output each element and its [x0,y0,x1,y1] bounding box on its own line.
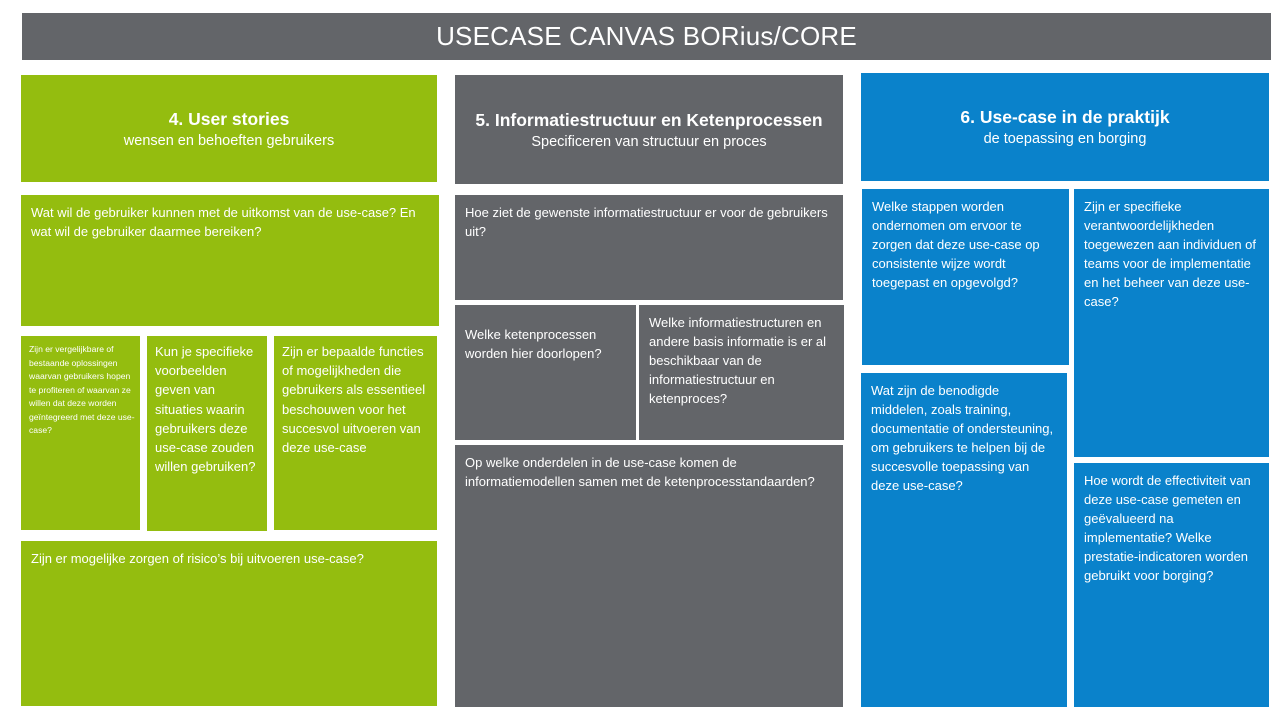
question-model-components-text: Op welke onderdelen in de use-case komen… [465,455,815,489]
question-available-information: Welke informatiestructuren en andere bas… [638,304,845,441]
question-chain-processes: Welke ketenprocessen worden hier doorlop… [454,304,637,441]
practice-header: 6. Use-case in de praktijk de toepassing… [860,72,1270,182]
question-effectiveness-text: Hoe wordt de effectiviteit van deze use-… [1084,473,1251,583]
question-effectiveness: Hoe wordt de effectiviteit van deze use-… [1073,462,1270,708]
question-user-outcome-text: Wat wil de gebruiker kunnen met de uitko… [31,205,416,239]
user-stories-header: 4. User stories wensen en behoeften gebr… [20,74,438,183]
question-available-information-text: Welke informatiestructuren en andere bas… [649,315,827,406]
question-essential-functions-text: Zijn er bepaalde functies of mogelijkhed… [282,344,426,456]
canvas-title: USECASE CANVAS BORius/CORE [21,12,1272,61]
question-required-resources-text: Wat zijn de benodigde middelen, zoals tr… [871,383,1054,493]
question-model-components: Op welke onderdelen in de use-case komen… [454,444,844,708]
user-stories-subtitle: wensen en behoeften gebruikers [123,132,335,149]
question-risks: Zijn er mogelijke zorgen of risico’s bij… [20,540,438,707]
question-chain-processes-text: Welke ketenprocessen worden hier doorlop… [465,327,602,361]
question-required-resources: Wat zijn de benodigde middelen, zoals tr… [860,372,1068,708]
question-consistent-steps-text: Welke stappen worden ondernomen om ervoo… [872,199,1040,290]
question-comparable-solutions-text: Zijn er vergelijkbare of bestaande oplos… [29,344,135,435]
information-subtitle: Specificeren van structuur en proces [531,133,767,150]
question-specific-examples-text: Kun je specifieke voorbeelden geven van … [155,344,256,475]
question-information-structure: Hoe ziet de gewenste informatiestructuur… [454,194,844,301]
question-user-outcome: Wat wil de gebruiker kunnen met de uitko… [20,194,440,327]
question-responsibilities-text: Zijn er specifieke verantwoordelijkheden… [1084,199,1257,309]
information-header: 5. Informatiestructuur en Ketenprocessen… [454,74,844,185]
question-comparable-solutions: Zijn er vergelijkbare of bestaande oplos… [20,335,141,531]
question-responsibilities: Zijn er specifieke verantwoordelijkheden… [1073,188,1270,458]
question-specific-examples: Kun je specifieke voorbeelden geven van … [146,335,268,532]
question-consistent-steps: Welke stappen worden ondernomen om ervoo… [861,188,1070,366]
practice-subtitle: de toepassing en borging [983,131,1147,147]
question-essential-functions: Zijn er bepaalde functies of mogelijkhed… [273,335,438,531]
user-stories-title: 4. User stories [168,108,290,129]
question-information-structure-text: Hoe ziet de gewenste informatiestructuur… [465,205,828,239]
practice-title: 6. Use-case in de praktijk [960,107,1170,127]
question-risks-text: Zijn er mogelijke zorgen of risico’s bij… [31,551,364,566]
information-title: 5. Informatiestructuur en Ketenprocessen [475,109,823,130]
